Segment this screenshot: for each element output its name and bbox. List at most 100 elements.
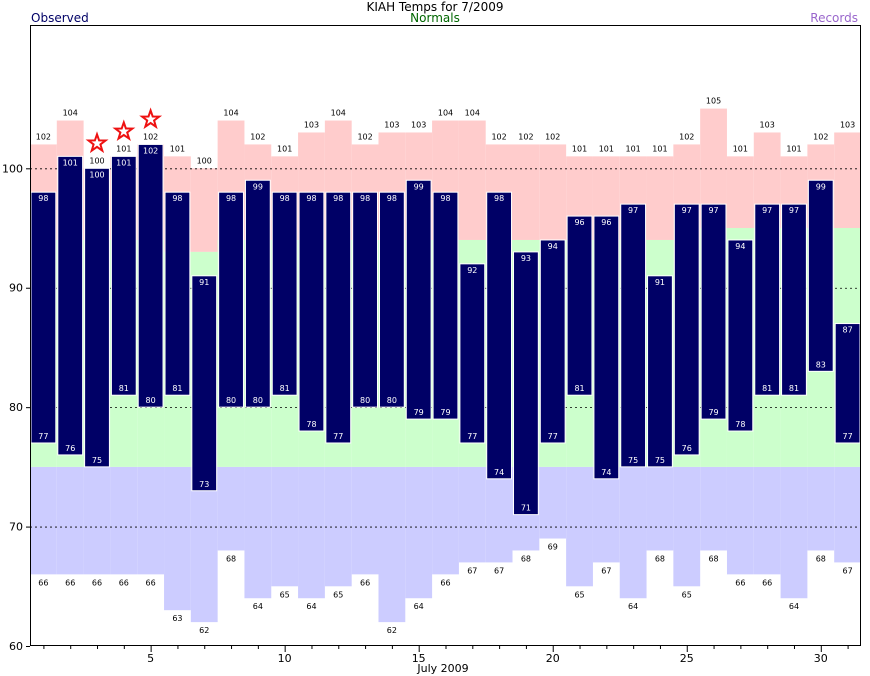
record-high-label-day-18: 102 [491, 132, 506, 141]
record-low-label-day-28: 66 [762, 578, 772, 587]
x-tick-label-10: 10 [278, 652, 292, 665]
observed-high-label-day-29: 97 [789, 206, 799, 215]
observed-low-label-day-8: 80 [226, 396, 236, 405]
record-high-band-day-24 [646, 156, 674, 240]
observed-low-label-day-21: 81 [574, 384, 584, 393]
record-low-label-day-27: 66 [735, 578, 745, 587]
plot-frame [30, 25, 861, 646]
observed-high-label-day-14: 98 [387, 194, 397, 203]
record-low-label-day-22: 67 [601, 566, 611, 575]
observed-bar-day-4 [110, 155, 137, 396]
record-high-label-day-1: 102 [36, 132, 51, 141]
y-tick-label-100: 100 [2, 162, 23, 175]
record-star-day-3 [85, 131, 109, 154]
record-high-label-day-14: 103 [384, 120, 399, 129]
observed-low-label-day-7: 73 [199, 480, 209, 489]
observed-bar-day-29 [781, 203, 807, 396]
observed-high-label-day-2: 101 [63, 158, 78, 167]
chart-title: KIAH Temps for 7/2009 [366, 0, 504, 14]
observed-bar-day-11 [298, 191, 325, 432]
observed-low-label-day-31: 77 [843, 432, 853, 441]
record-high-band-day-20 [539, 144, 567, 240]
record-low-band-day-3 [83, 466, 111, 575]
observed-high-label-day-17: 92 [467, 266, 477, 275]
observed-high-label-day-12: 98 [333, 194, 343, 203]
record-high-label-day-8: 104 [223, 109, 238, 118]
observed-high-label-day-20: 94 [548, 242, 558, 251]
record-low-label-day-16: 66 [440, 578, 450, 587]
observed-high-label-day-26: 97 [708, 206, 718, 215]
observed-high-label-day-7: 91 [199, 278, 209, 287]
observed-high-label-day-8: 98 [226, 194, 236, 203]
record-high-label-day-24: 101 [652, 144, 667, 153]
observed-high-label-day-1: 98 [38, 194, 48, 203]
record-low-band-day-2 [56, 466, 84, 575]
record-low-band-day-11 [298, 466, 325, 599]
record-high-label-day-13: 102 [357, 132, 372, 141]
record-low-label-day-10: 65 [280, 590, 290, 599]
record-low-band-day-27 [726, 466, 754, 575]
record-low-label-day-26: 68 [708, 554, 718, 563]
observed-high-label-day-9: 99 [253, 182, 263, 191]
record-low-label-day-7: 62 [199, 626, 209, 635]
record-low-band-day-6 [164, 466, 191, 611]
x-axis-label: July 2009 [416, 662, 468, 675]
observed-high-label-day-28: 97 [762, 206, 772, 215]
x-tick-label-5: 5 [147, 652, 154, 665]
observed-low-label-day-2: 76 [65, 444, 75, 453]
record-high-label-day-10: 101 [277, 144, 292, 153]
observed-high-label-day-18: 98 [494, 194, 504, 203]
observed-bar-day-10 [271, 191, 298, 396]
record-high-label-day-30: 102 [813, 132, 828, 141]
record-high-label-day-5: 102 [143, 132, 158, 141]
legend-observed: Observed [31, 11, 89, 25]
observed-low-label-day-20: 77 [548, 432, 558, 441]
record-low-label-day-23: 64 [628, 602, 638, 611]
observed-low-label-day-5: 80 [146, 396, 156, 405]
record-low-band-day-23 [619, 466, 647, 599]
observed-bar-day-27 [727, 239, 754, 432]
record-low-band-day-13 [351, 466, 379, 575]
observed-low-label-day-27: 78 [735, 420, 745, 429]
observed-bar-day-21 [566, 215, 593, 396]
observed-low-label-day-13: 80 [360, 396, 370, 405]
record-high-label-day-2: 104 [63, 109, 78, 118]
observed-bar-day-6 [164, 191, 191, 396]
observed-low-label-day-11: 78 [306, 420, 316, 429]
record-high-label-day-27: 101 [733, 144, 748, 153]
observed-high-label-day-31: 87 [843, 326, 853, 335]
observed-low-label-day-12: 77 [333, 432, 343, 441]
record-star-day-5 [139, 107, 163, 130]
observed-high-label-day-10: 98 [280, 194, 290, 203]
record-low-band-day-9 [244, 466, 272, 599]
observed-bar-day-8 [218, 191, 244, 408]
x-tick-label-15: 15 [412, 652, 426, 665]
observed-bar-day-30 [807, 179, 834, 372]
observed-bar-day-19 [513, 251, 539, 516]
observed-bar-day-31 [834, 323, 861, 444]
record-low-label-day-2: 66 [65, 578, 75, 587]
record-low-band-day-21 [566, 466, 593, 587]
record-low-band-day-25 [673, 466, 701, 587]
record-high-label-day-9: 102 [250, 132, 265, 141]
record-high-label-day-23: 101 [626, 144, 641, 153]
record-low-band-day-18 [485, 466, 513, 563]
record-low-band-day-17 [458, 466, 486, 563]
record-low-label-day-30: 68 [816, 554, 826, 563]
observed-low-label-day-18: 74 [494, 468, 504, 477]
record-high-label-day-31: 103 [840, 120, 855, 129]
record-low-band-day-12 [324, 466, 352, 587]
y-tick-label-70: 70 [9, 521, 23, 534]
record-low-label-day-31: 67 [843, 566, 853, 575]
observed-low-label-day-28: 81 [762, 384, 772, 393]
observed-high-label-day-24: 91 [655, 278, 665, 287]
observed-high-label-day-25: 97 [682, 206, 692, 215]
record-low-band-day-28 [753, 466, 781, 575]
record-low-band-day-15 [405, 466, 433, 599]
record-low-label-day-24: 68 [655, 554, 665, 563]
record-high-label-day-17: 104 [465, 109, 480, 118]
observed-low-label-day-4: 81 [119, 384, 129, 393]
observed-high-label-day-21: 96 [574, 218, 584, 227]
record-high-label-day-29: 101 [786, 144, 801, 153]
record-low-label-day-11: 64 [306, 602, 316, 611]
